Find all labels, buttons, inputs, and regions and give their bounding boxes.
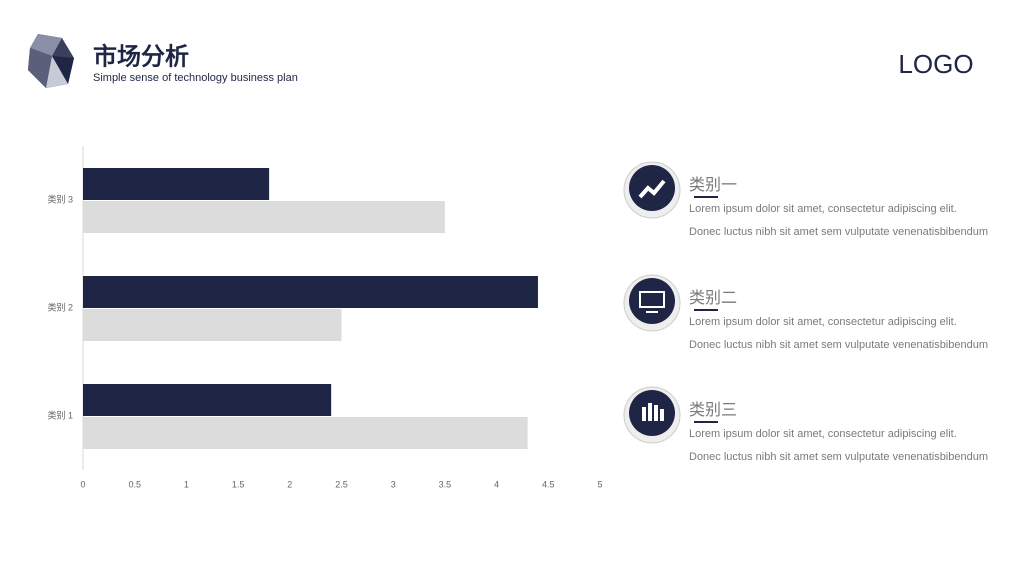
x-tick-label: 4.5 [542,479,555,489]
bar [83,168,270,200]
x-tick-label: 2 [287,479,292,489]
x-tick-label: 2.5 [335,479,348,489]
bar [83,201,445,233]
x-tick-label: 4 [494,479,499,489]
bar [83,276,538,308]
bar [83,417,528,449]
y-tick-label: 类别 1 [47,409,73,420]
bar [83,384,332,416]
x-tick-label: 1.5 [232,479,245,489]
title: 市场分析 [93,42,189,70]
x-tick-label: 1 [184,479,189,489]
x-tick-label: 0 [80,479,85,489]
item-text: Lorem ipsum dolor sit amet, consectetur … [689,428,989,463]
icon [623,161,718,444]
x-tick-label: 0.5 [128,479,141,489]
item-text: Lorem ipsum dolor sit amet, consectetur … [689,203,989,238]
logo-graphic [28,34,74,88]
item-title: 类别一 [689,177,738,194]
x-tick-label: 3.5 [439,479,452,489]
item-title: 类别三 [689,402,738,419]
subtitle: Simple sense of technology business plan [93,72,298,84]
item-text: Lorem ipsum dolor sit amet, consectetur … [689,316,989,351]
bar [83,309,342,341]
y-tick-label: 类别 2 [47,301,73,312]
y-tick-label: 类别 3 [47,193,73,204]
x-tick-label: 5 [597,479,602,489]
logo: LOGO [898,49,973,79]
x-tick-label: 3 [391,479,396,489]
item-title: 类别二 [689,290,738,307]
